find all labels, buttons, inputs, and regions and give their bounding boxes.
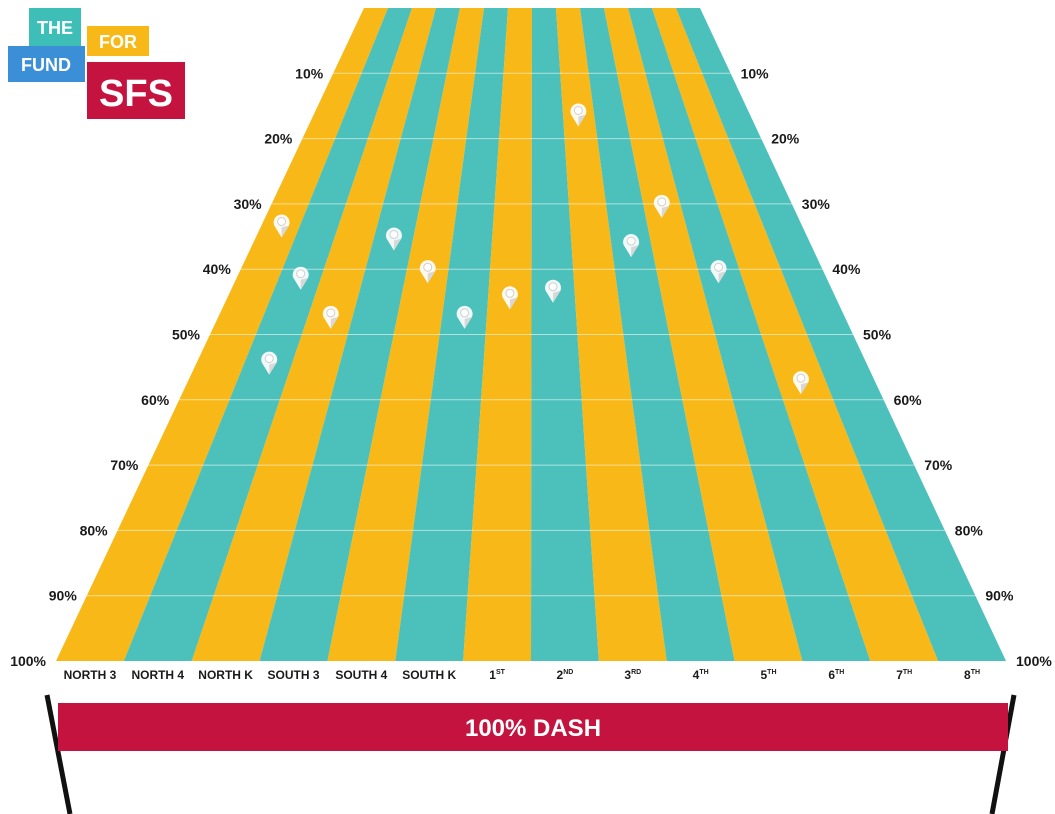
marker-pin-1	[273, 214, 290, 238]
banner-pole-right	[989, 694, 1017, 814]
left-tick-100: 100%	[10, 653, 46, 669]
banner-pole-left	[44, 694, 73, 814]
category-label-4: SOUTH 3	[267, 668, 319, 682]
right-tick-30: 30%	[802, 196, 831, 212]
category-label-5: SOUTH 4	[335, 668, 387, 682]
marker-pin-6	[419, 260, 436, 284]
right-tick-labels: 10% 20% 30% 40% 50% 60% 70% 80% 90% 100%	[741, 65, 1053, 669]
category-label-8: 2ND	[557, 668, 574, 682]
marker-pin-8	[501, 286, 518, 310]
category-label-6: SOUTH K	[402, 668, 456, 682]
category-label-3: NORTH K	[198, 668, 253, 682]
banner-bar	[58, 703, 1008, 751]
logo-for-box	[87, 26, 149, 56]
marker-pin-5	[385, 227, 402, 251]
category-label-9: 3RD	[624, 668, 641, 682]
markers-group	[261, 103, 809, 395]
logo-the-box	[29, 8, 81, 46]
marker-pin-9	[544, 279, 561, 303]
right-tick-40: 40%	[832, 261, 861, 277]
marker-pin-11	[623, 234, 640, 258]
marker-pin-2	[292, 266, 309, 290]
right-tick-100: 100%	[1016, 653, 1052, 669]
right-tick-80: 80%	[955, 522, 984, 538]
logo: THE FOR FUND SFS	[8, 8, 185, 119]
category-labels: NORTH 3 NORTH 4 NORTH K SOUTH 3 SOUTH 4 SOUTH…	[64, 668, 980, 682]
category-label-10: 4TH	[693, 668, 709, 682]
left-tick-10: 10%	[295, 65, 324, 81]
marker-pin-3	[261, 351, 278, 375]
marker-pin-14	[792, 371, 809, 395]
left-tick-90: 90%	[49, 588, 78, 604]
right-tick-50: 50%	[863, 327, 892, 343]
marker-pin-7	[456, 305, 473, 329]
marker-pin-10	[570, 103, 587, 127]
logo-sfs-text: SFS	[99, 73, 173, 115]
left-tick-80: 80%	[80, 522, 109, 538]
right-tick-20: 20%	[771, 131, 800, 147]
finish-banner: 100% DASH	[44, 694, 1017, 814]
right-tick-90: 90%	[985, 588, 1014, 604]
right-tick-60: 60%	[894, 392, 923, 408]
banner-label: 100% DASH	[465, 715, 601, 742]
logo-the-text: THE	[37, 18, 73, 38]
logo-fund-box	[8, 46, 85, 82]
gridlines-group	[86, 72, 976, 597]
category-label-11: 5TH	[760, 668, 776, 682]
right-tick-10: 10%	[741, 65, 770, 81]
logo-sfs-box	[87, 62, 185, 119]
marker-pin-12	[653, 194, 670, 218]
left-tick-labels: 10% 20% 30% 40% 50% 60% 70% 80% 90% 100%	[10, 65, 324, 669]
marker-pin-13	[710, 260, 727, 284]
left-tick-60: 60%	[141, 392, 170, 408]
category-label-7: 1ST	[489, 668, 505, 682]
category-label-13: 7TH	[896, 668, 912, 682]
right-tick-70: 70%	[924, 457, 953, 473]
left-tick-70: 70%	[110, 457, 139, 473]
left-tick-40: 40%	[203, 261, 232, 277]
logo-for-text: FOR	[99, 32, 137, 52]
marker-pin-4	[322, 305, 339, 329]
category-label-2: NORTH 4	[131, 668, 184, 682]
left-tick-30: 30%	[234, 196, 263, 212]
category-label-14: 8TH	[964, 668, 980, 682]
left-tick-20: 20%	[264, 131, 293, 147]
left-tick-50: 50%	[172, 327, 201, 343]
category-label-1: NORTH 3	[64, 668, 117, 682]
logo-fund-text: FUND	[21, 55, 71, 75]
category-label-12: 6TH	[828, 668, 844, 682]
